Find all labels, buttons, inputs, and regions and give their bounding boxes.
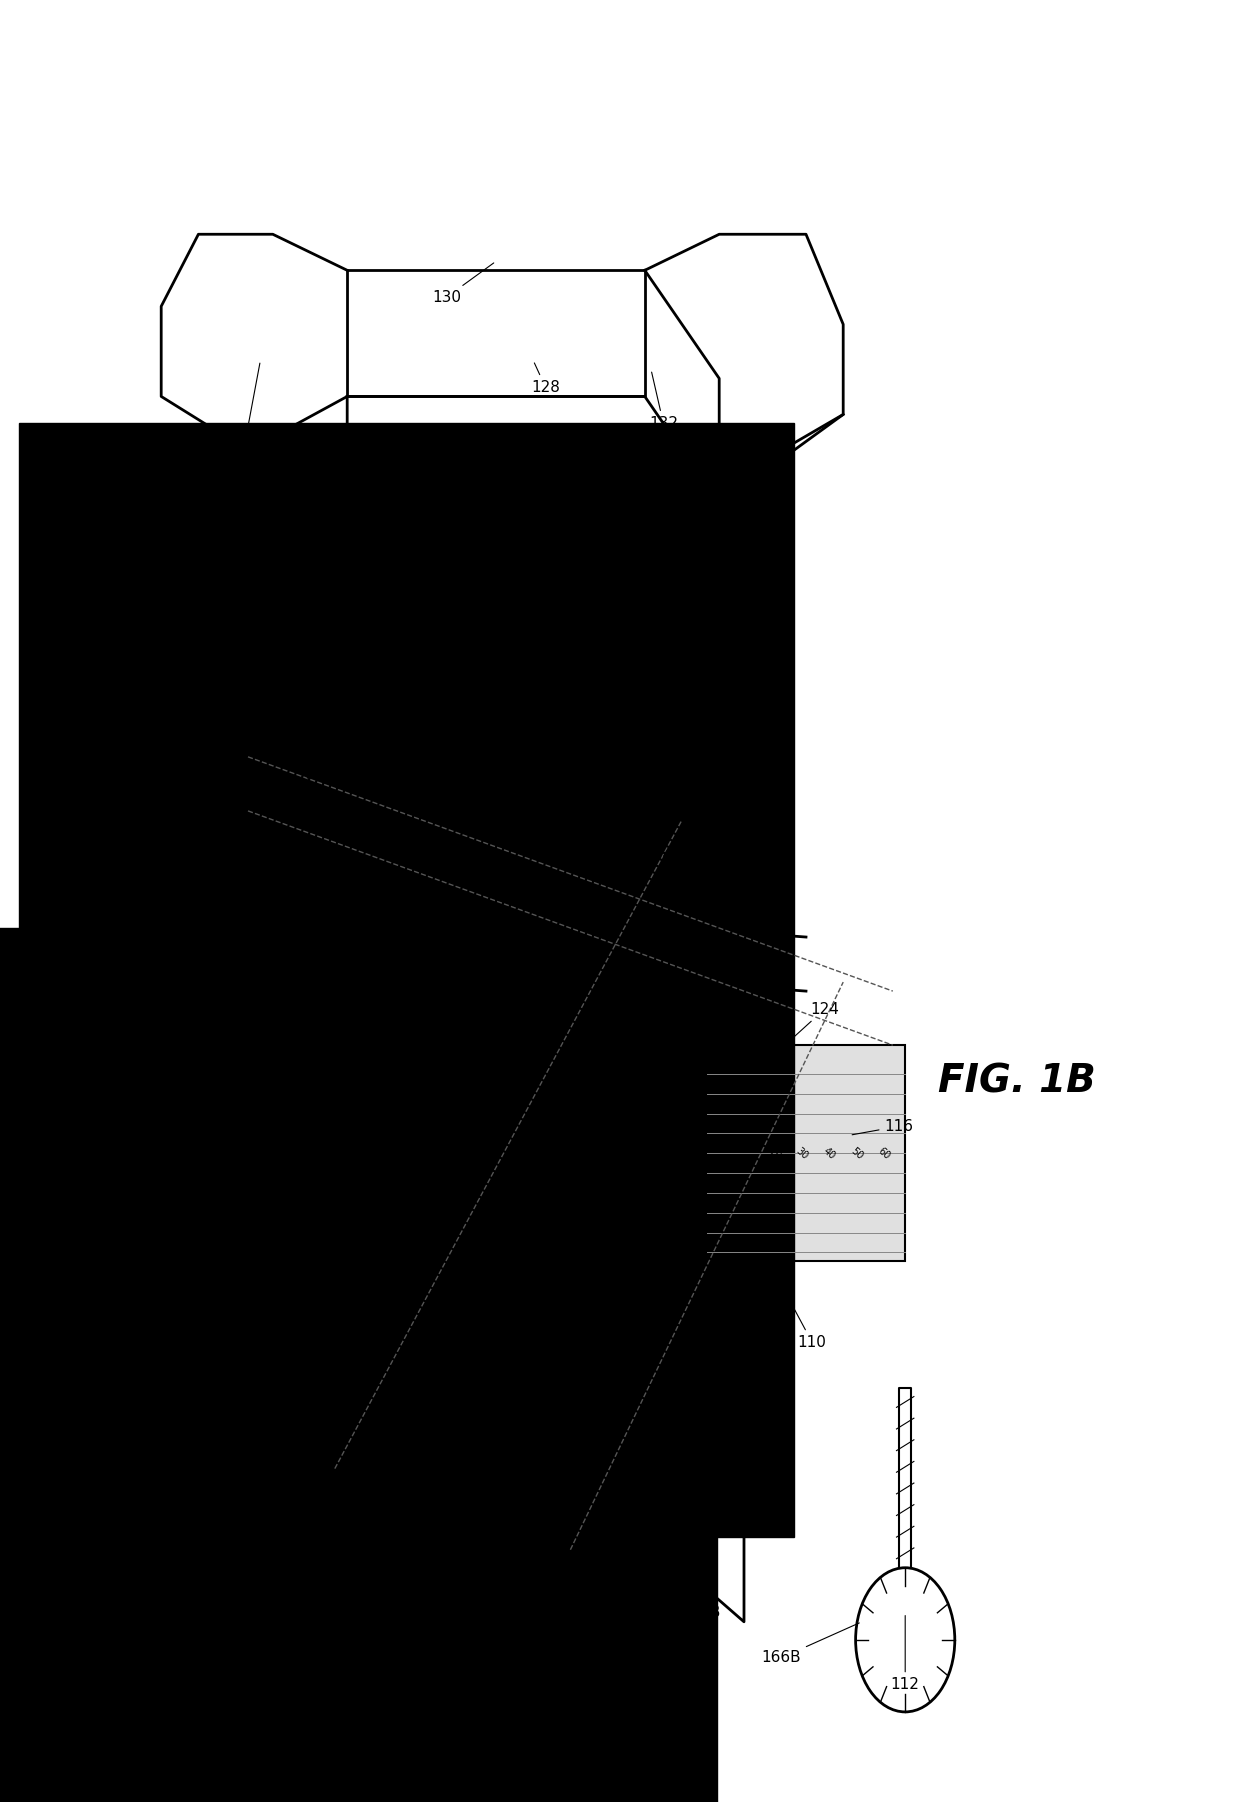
Text: 140: 140 [134, 623, 166, 674]
Text: 164B: 164B [557, 1543, 605, 1579]
Text: 130: 130 [432, 263, 494, 305]
Text: 100: 100 [78, 1524, 172, 1656]
Text: 148: 148 [72, 804, 102, 836]
Text: 168: 168 [301, 1108, 363, 1124]
Text: 152: 152 [60, 959, 89, 1025]
Text: 124: 124 [777, 1002, 839, 1052]
Text: 125: 125 [661, 1346, 691, 1386]
Text: 110: 110 [770, 1263, 827, 1350]
Text: 158: 158 [78, 605, 112, 622]
Text: 132: 132 [649, 373, 678, 431]
Text: 134: 134 [246, 957, 289, 989]
Text: 164A: 164A [420, 1002, 465, 1018]
Text: 165: 165 [702, 1362, 734, 1404]
FancyBboxPatch shape [19, 423, 794, 1537]
Polygon shape [707, 1045, 905, 1261]
Text: 118: 118 [215, 1488, 332, 1548]
Text: 108A: 108A [458, 1488, 520, 1566]
Text: 114: 114 [246, 687, 315, 791]
Text: 112: 112 [890, 1616, 920, 1692]
Text: 156: 156 [78, 515, 112, 532]
Text: 144: 144 [593, 795, 642, 836]
Text: 130: 130 [655, 490, 684, 557]
Text: 162: 162 [97, 759, 134, 773]
Text: 122: 122 [720, 813, 784, 917]
Text: FIG. 1B: FIG. 1B [937, 1061, 1096, 1101]
Text: 150: 150 [97, 867, 126, 890]
Text: 164A: 164A [296, 1469, 351, 1488]
Text: 50: 50 [849, 1146, 864, 1160]
Text: 166A: 166A [172, 1047, 227, 1079]
Text: 154: 154 [60, 479, 89, 503]
Text: 102: 102 [221, 1452, 314, 1512]
Text: 60: 60 [877, 1146, 892, 1160]
FancyBboxPatch shape [0, 928, 717, 1802]
Text: 166B: 166B [761, 1624, 859, 1665]
Text: 118: 118 [388, 939, 418, 978]
Text: 30: 30 [795, 1146, 810, 1160]
Text: 160: 160 [53, 721, 97, 737]
Text: 20: 20 [768, 1146, 782, 1160]
Text: 126: 126 [227, 364, 260, 467]
Text: 138: 138 [289, 948, 321, 980]
Text: 142: 142 [556, 741, 600, 782]
Text: 164B: 164B [644, 849, 683, 890]
Text: 125: 125 [448, 1029, 492, 1070]
Text: 146: 146 [115, 560, 146, 584]
Text: 116: 116 [852, 1119, 914, 1135]
Text: 108B: 108B [665, 1524, 720, 1620]
Text: 120: 120 [326, 1452, 377, 1530]
Text: 136: 136 [221, 910, 270, 926]
Text: 128: 128 [531, 362, 560, 395]
Text: 40: 40 [822, 1146, 837, 1160]
